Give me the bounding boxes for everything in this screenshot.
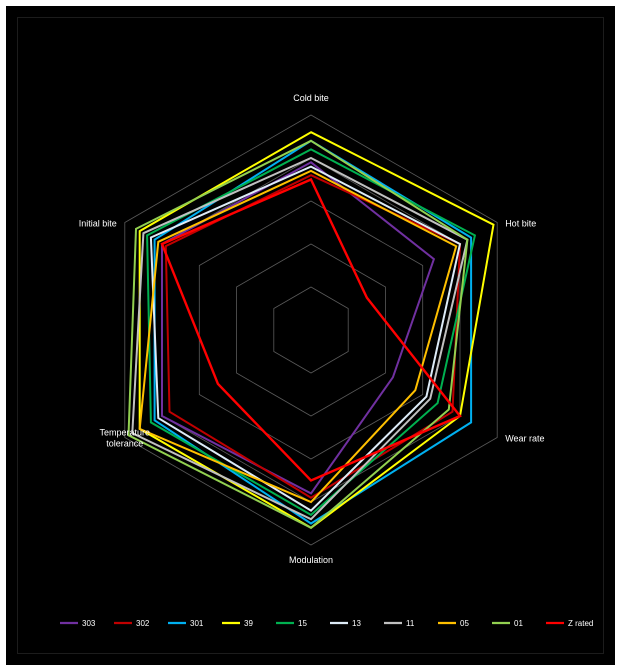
legend-label: Z rated [568,619,593,628]
series-layer [127,131,495,529]
legend-item-301: 301 [168,619,204,628]
axis-label-initial-bite: Initial bite [79,219,117,229]
series-301 [153,139,473,525]
legend-item-15: 15 [276,619,307,628]
axis-label-layer: Cold bite Hot bite Wear rate Modulation Temp… [79,93,545,565]
legend-item-13: 13 [330,619,361,628]
legend-label: 13 [352,619,361,628]
legend-item-39: 39 [222,619,253,628]
axis-label-hot-bite: Hot bite [505,219,536,229]
legend-label: 15 [298,619,307,628]
grid-ring-2 [236,243,386,417]
legend-label: 05 [460,619,469,628]
legend-item-01: 01 [492,619,523,628]
axis-label-cold-bite: Cold bite [293,93,329,103]
series-13 [149,165,462,512]
axis-label-wear-rate: Wear rate [505,434,544,444]
series-z-rated [160,177,462,482]
legend-item-11: 11 [384,619,415,628]
legend-label: 302 [136,619,150,628]
series-01 [127,139,469,529]
series-11 [131,156,469,521]
chart-area [17,17,604,654]
series-05 [138,169,458,504]
grid-ring-5 [124,114,498,546]
axis-label-modulation: Modulation [289,555,333,565]
axis-label-temperature-tolerance: Temperature tolerance [100,428,151,449]
legend: 303 302 301 39 15 13 11 05 01 Z rated [60,619,593,628]
legend-label: 11 [406,619,415,628]
legend-label: 301 [190,619,204,628]
series-15 [146,148,477,517]
legend-label: 303 [82,619,96,628]
legend-label: 39 [244,619,253,628]
grid-ring-3 [198,200,424,460]
legend-item-05: 05 [438,619,469,628]
legend-label: 01 [514,619,523,628]
legend-item-302: 302 [114,619,150,628]
legend-item-303: 303 [60,619,96,628]
legend-item-z-rated: Z rated [546,619,593,628]
grid-ring-1 [273,286,349,374]
chart-frame [6,6,615,665]
